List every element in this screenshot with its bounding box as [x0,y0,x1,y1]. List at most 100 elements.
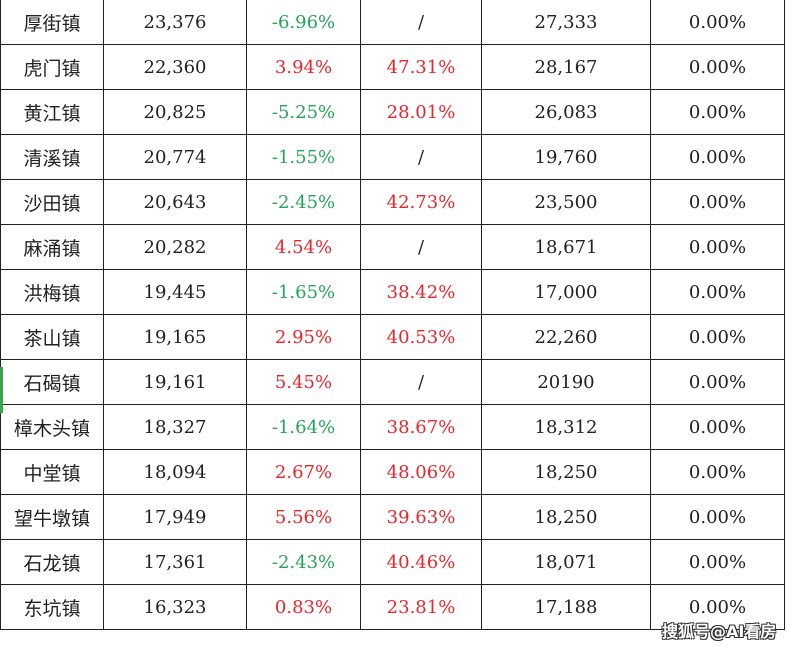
cell-col5[interactable]: 19,760 [481,134,651,180]
cell-name[interactable]: 樟木头镇 [0,404,104,450]
cell-value[interactable]: 20,643 [103,179,247,225]
table-row[interactable]: 麻涌镇 20,282 4.54%/18,671 0.00% [0,224,785,270]
cell-name[interactable]: 东坑镇 [0,584,104,630]
cell-value[interactable]: 19,445 [103,269,247,315]
cell-col6[interactable]: 0.00% [650,494,785,540]
table-row[interactable]: 虎门镇 22,360 3.94% 47.31% 28,167 0.00% [0,44,785,90]
cell-change[interactable]: -2.43% [246,539,361,585]
cell-name[interactable]: 中堂镇 [0,449,104,495]
cell-change[interactable]: -1.65% [246,269,361,315]
cell-col5[interactable]: 20190 [481,359,651,405]
cell-name[interactable]: 黄江镇 [0,89,104,135]
cell-col5[interactable]: 26,083 [481,89,651,135]
cell-name[interactable]: 石龙镇 [0,539,104,585]
cell-col5[interactable]: 22,260 [481,314,651,360]
cell-value[interactable]: 18,094 [103,449,247,495]
cell-col5[interactable]: 18,071 [481,539,651,585]
cell-rate[interactable]: 42.73% [360,179,482,225]
cell-rate[interactable]: 38.67% [360,404,482,450]
table-row[interactable]: 中堂镇 18,094 2.67% 48.06% 18,250 0.00% [0,449,785,495]
table-row[interactable]: 樟木头镇 18,327 -1.64% 38.67% 18,312 0.00% [0,404,785,450]
cell-col6[interactable]: 0.00% [650,539,785,585]
cell-col5[interactable]: 28,167 [481,44,651,90]
table-row[interactable]: 洪梅镇 19,445 -1.65% 38.42% 17,000 0.00% [0,269,785,315]
table-row[interactable]: 石碣镇 19,161 5.45%/20190 0.00% [0,359,785,405]
cell-rate[interactable]: 23.81% [360,584,482,630]
table-row[interactable]: 石龙镇 17,361 -2.43% 40.46% 18,071 0.00% [0,539,785,585]
cell-name[interactable]: 虎门镇 [0,44,104,90]
cell-rate[interactable]: 40.46% [360,539,482,585]
cell-name[interactable]: 洪梅镇 [0,269,104,315]
cell-col6[interactable]: 0.00% [650,134,785,180]
cell-rate[interactable]: / [360,134,482,180]
table-row[interactable]: 东坑镇 16,323 0.83% 23.81% 17,188 0.00% [0,584,785,630]
cell-value[interactable]: 17,361 [103,539,247,585]
data-table: 厚街镇 23,376 -6.96%/27,333 0.00% 虎门镇 22,360 3.94… [0,0,785,630]
cell-rate[interactable]: 40.53% [360,314,482,360]
cell-rate[interactable]: 39.63% [360,494,482,540]
cell-name[interactable]: 沙田镇 [0,179,104,225]
cell-value[interactable]: 20,282 [103,224,247,270]
cell-rate[interactable]: 38.42% [360,269,482,315]
cell-change[interactable]: 2.95% [246,314,361,360]
cell-col6[interactable]: 0.00% [650,269,785,315]
cell-col6[interactable]: 0.00% [650,584,785,630]
cell-col5[interactable]: 23,500 [481,179,651,225]
cell-name[interactable]: 清溪镇 [0,134,104,180]
table-row[interactable]: 黄江镇 20,825 -5.25% 28.01% 26,083 0.00% [0,89,785,135]
cell-change[interactable]: 4.54% [246,224,361,270]
cell-change[interactable]: 3.94% [246,44,361,90]
cell-col5[interactable]: 18,250 [481,494,651,540]
cell-name[interactable]: 麻涌镇 [0,224,104,270]
table-row[interactable]: 望牛墩镇 17,949 5.56% 39.63% 18,250 0.00% [0,494,785,540]
cell-change[interactable]: -1.64% [246,404,361,450]
cell-change[interactable]: -2.45% [246,179,361,225]
cell-col5[interactable]: 17,000 [481,269,651,315]
cell-value[interactable]: 23,376 [103,0,247,45]
cell-rate[interactable]: / [360,0,482,45]
cell-col6[interactable]: 0.00% [650,359,785,405]
table-row[interactable]: 清溪镇 20,774 -1.55%/19,760 0.00% [0,134,785,180]
cell-value[interactable]: 17,949 [103,494,247,540]
cell-col5[interactable]: 18,312 [481,404,651,450]
cell-col6[interactable]: 0.00% [650,449,785,495]
cell-name[interactable]: 望牛墩镇 [0,494,104,540]
cell-rate[interactable]: 48.06% [360,449,482,495]
cell-value[interactable]: 19,165 [103,314,247,360]
cell-change[interactable]: 2.67% [246,449,361,495]
cell-col6[interactable]: 0.00% [650,404,785,450]
cell-value[interactable]: 18,327 [103,404,247,450]
cell-value[interactable]: 16,323 [103,584,247,630]
cell-col6[interactable]: 0.00% [650,89,785,135]
cell-col6[interactable]: 0.00% [650,314,785,360]
cell-change[interactable]: 5.56% [246,494,361,540]
cell-value[interactable]: 20,774 [103,134,247,180]
cell-rate[interactable]: / [360,359,482,405]
cell-rate[interactable]: / [360,224,482,270]
cell-change[interactable]: -1.55% [246,134,361,180]
cell-value[interactable]: 20,825 [103,89,247,135]
table-row[interactable]: 茶山镇 19,165 2.95% 40.53% 22,260 0.00% [0,314,785,360]
table-row[interactable]: 沙田镇 20,643 -2.45% 42.73% 23,500 0.00% [0,179,785,225]
cell-col6[interactable]: 0.00% [650,179,785,225]
cell-change[interactable]: -6.96% [246,0,361,45]
cell-change[interactable]: -5.25% [246,89,361,135]
cell-col5[interactable]: 17,188 [481,584,651,630]
table-row[interactable]: 厚街镇 23,376 -6.96%/27,333 0.00% [0,0,785,45]
cell-col6[interactable]: 0.00% [650,44,785,90]
cell-name[interactable]: 茶山镇 [0,314,104,360]
cell-name[interactable]: 厚街镇 [0,0,104,45]
cell-col6[interactable]: 0.00% [650,224,785,270]
cell-change[interactable]: 5.45% [246,359,361,405]
cell-col5[interactable]: 18,671 [481,224,651,270]
cell-col5[interactable]: 27,333 [481,0,651,45]
cell-name[interactable]: 石碣镇 [0,359,104,405]
cell-value[interactable]: 22,360 [103,44,247,90]
cell-col5[interactable]: 18,250 [481,449,651,495]
cell-change[interactable]: 0.83% [246,584,361,630]
cell-rate[interactable]: 28.01% [360,89,482,135]
cell-col6[interactable]: 0.00% [650,0,785,45]
watermark: 搜狐号@AI看房 [662,622,777,641]
cell-rate[interactable]: 47.31% [360,44,482,90]
cell-value[interactable]: 19,161 [103,359,247,405]
